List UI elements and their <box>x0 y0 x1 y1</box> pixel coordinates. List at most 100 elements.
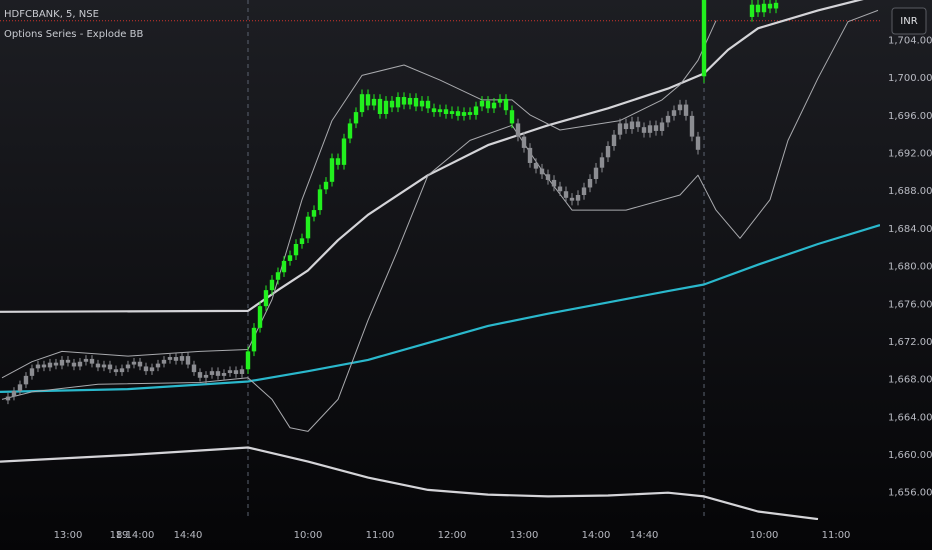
candle-body <box>407 97 413 105</box>
candle-body <box>221 373 227 376</box>
candle-body <box>263 290 269 307</box>
candle-body <box>59 359 65 366</box>
candle-body <box>545 174 551 180</box>
candle-body <box>281 260 287 273</box>
y-tick-label: 1,676.00 <box>888 299 932 310</box>
candle-body <box>161 359 167 364</box>
candle-body <box>581 187 587 195</box>
indicator-line <box>0 446 819 520</box>
candle-body <box>515 123 521 137</box>
candle-body <box>767 3 773 9</box>
candle-body <box>611 134 617 147</box>
candle-body <box>359 94 365 113</box>
candle-body <box>635 121 641 128</box>
candle-body <box>179 356 185 361</box>
candle-body <box>467 112 473 115</box>
currency-label[interactable]: INR <box>900 16 917 27</box>
candle-body <box>521 136 527 148</box>
x-tick-label: 12:00 <box>438 530 467 541</box>
candle-body <box>341 138 347 165</box>
y-tick-label: 1,692.00 <box>888 149 932 160</box>
candle-body <box>131 361 137 365</box>
candle-body <box>485 100 491 109</box>
candle-body <box>449 111 455 114</box>
candle-body <box>155 363 161 368</box>
candle-body <box>401 97 407 105</box>
currency-button[interactable] <box>891 7 927 35</box>
candle-body <box>173 357 179 361</box>
candle-body <box>539 168 545 175</box>
candle-body <box>665 115 671 123</box>
candle-body <box>365 94 371 106</box>
y-tick-label: 1,656.00 <box>888 488 932 499</box>
candle-body <box>587 178 593 188</box>
candle-body <box>299 238 305 244</box>
candle-body <box>533 162 539 169</box>
candle-body <box>101 364 107 368</box>
candle-body <box>701 0 707 77</box>
y-tick-label: 1,680.00 <box>888 262 932 273</box>
y-tick-label: 1,668.00 <box>888 375 932 386</box>
candle-body <box>347 123 353 139</box>
candle-body <box>245 351 251 370</box>
candle-body <box>461 112 467 116</box>
candle-body <box>215 371 221 376</box>
candle-body <box>305 216 311 239</box>
candle-body <box>695 136 701 150</box>
candle-body <box>47 362 53 368</box>
indicator-label: Options Series - Explode BB <box>4 29 144 40</box>
candle-body <box>599 157 605 168</box>
candle-body <box>437 109 443 113</box>
y-tick-label: 1,660.00 <box>888 450 932 461</box>
candle-body <box>659 122 665 131</box>
x-tick-label: 18 <box>110 530 123 541</box>
candle-body <box>443 109 449 114</box>
candle-body <box>689 115 695 137</box>
x-tick-label: 14:00 <box>126 530 155 541</box>
candle-body <box>77 361 83 367</box>
candle-body <box>65 359 71 363</box>
candle-body <box>641 127 647 133</box>
candle-body <box>473 106 479 115</box>
candle-body <box>29 368 35 376</box>
axes: 1,656.00 1,660.00 1,664.00 1,668.00 1,672.00… <box>54 36 932 541</box>
y-tick-label: 1,684.00 <box>888 224 932 235</box>
x-tick-label: 10:00 <box>294 530 323 541</box>
y-tick-label: 1,704.00 <box>888 36 932 47</box>
candle-body <box>479 100 485 107</box>
candle-body <box>323 181 329 190</box>
x-tick-label: 14:40 <box>174 530 203 541</box>
candle-body <box>119 368 125 373</box>
indicator-line <box>1 20 717 379</box>
candle-body <box>647 125 653 133</box>
candle-body <box>41 364 47 368</box>
candle-body <box>203 374 209 378</box>
candle-body <box>89 358 95 364</box>
candle-body <box>5 396 11 401</box>
y-tick-label: 1,700.00 <box>888 73 932 84</box>
candle-body <box>527 147 533 163</box>
candle-body <box>623 123 629 130</box>
candle-body <box>107 364 113 370</box>
candle-body <box>317 189 323 211</box>
plot-area <box>0 0 880 520</box>
y-tick-label: 1,672.00 <box>888 337 932 348</box>
candle-body <box>761 3 767 13</box>
candle-body <box>425 100 431 109</box>
y-tick-label: 1,688.00 <box>888 186 932 197</box>
candle-body <box>383 100 389 114</box>
candle-body <box>239 369 245 374</box>
candle-body <box>257 306 263 328</box>
candle-body <box>677 104 683 111</box>
candle-body <box>557 186 563 192</box>
y-tick-label: 1,696.00 <box>888 111 932 122</box>
y-tick-label: 1,664.00 <box>888 412 932 423</box>
candle-body <box>509 110 515 124</box>
candle-body <box>251 327 257 352</box>
candle-body <box>17 384 23 391</box>
candle-body <box>269 279 275 291</box>
x-tick-label: 19 <box>116 530 129 541</box>
